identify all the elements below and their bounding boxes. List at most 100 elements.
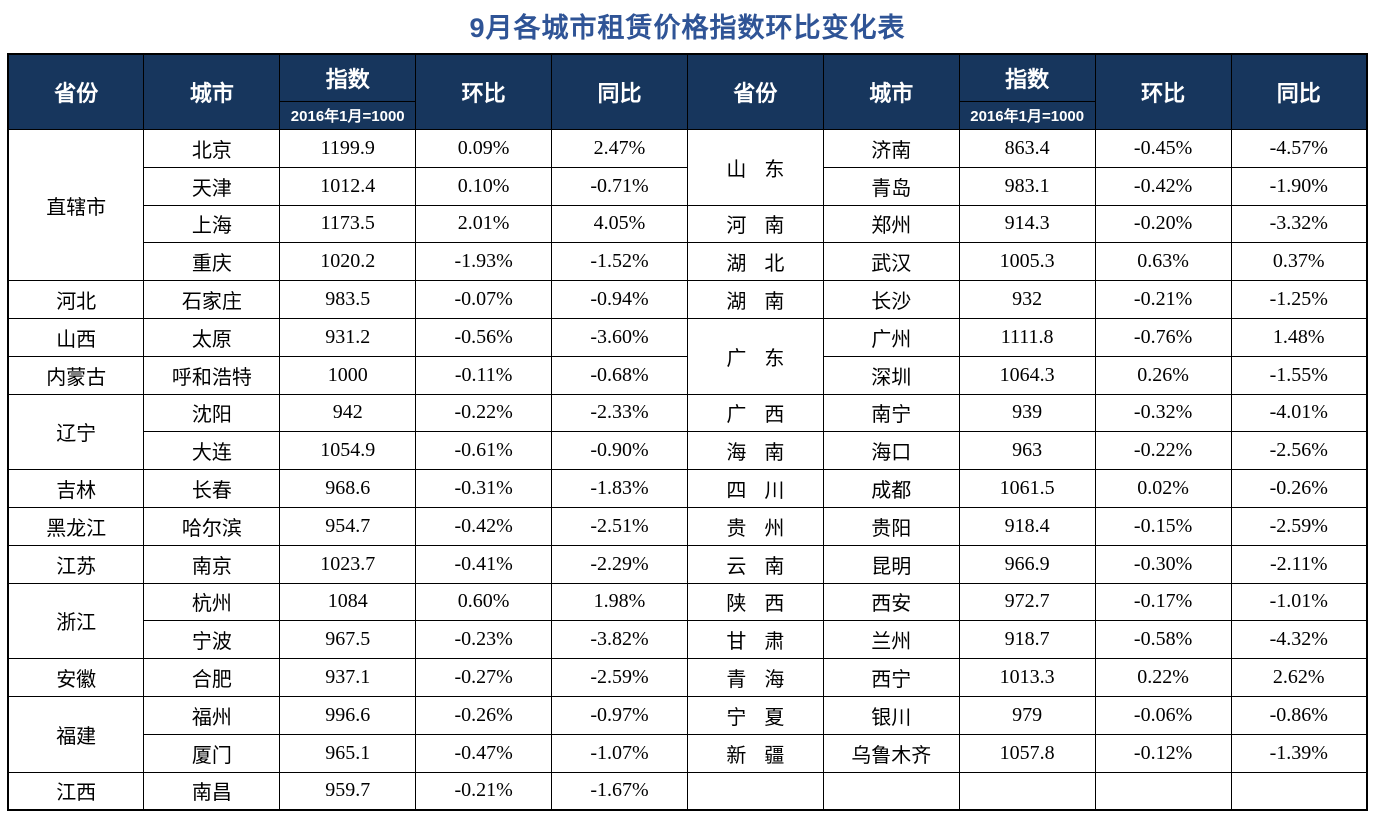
index-cell-empty [958,771,1096,811]
city-cell: 郑州 [822,204,960,244]
city-cell: 石家庄 [143,280,281,319]
city-cell: 哈尔滨 [143,506,281,546]
mom-cell: 0.10% [415,166,553,206]
city-cell: 天津 [143,166,281,206]
province-cell: 湖南 [686,280,824,319]
yoy-cell: -0.68% [551,355,688,395]
index-cell: 1061.5 [958,469,1096,508]
header-index-base-right: 2016年1月=1000 [958,101,1096,130]
index-cell: 1173.5 [279,204,417,244]
mom-cell: -0.22% [415,393,553,433]
index-cell: 863.4 [958,129,1096,168]
index-cell: 1064.3 [958,355,1096,395]
province-cell: 宁夏 [686,695,824,735]
province-cell: 广西 [686,393,824,433]
table-row: 上海 1173.5 2.01% 4.05% 河南 郑州 914.3 -0.20%… [8,204,1368,244]
city-cell: 西安 [822,582,960,622]
index-cell: 954.7 [279,506,417,546]
index-cell: 959.7 [279,771,417,811]
city-cell: 厦门 [143,733,281,773]
header-province-left: 省份 [7,53,145,130]
index-cell: 1013.3 [958,658,1096,697]
city-cell: 呼和浩特 [143,355,281,395]
header-city-right: 城市 [822,53,960,130]
mom-cell: -0.42% [1094,166,1232,206]
header-index-left: 指数 [279,53,417,102]
rental-price-index-table: 省份 城市 指数 环比 同比 省份 城市 指数 环比 同比 2016年1月=10… [7,53,1368,812]
table-row: 大连 1054.9 -0.61% -0.90% 海南 海口 963 -0.22%… [8,431,1368,471]
city-cell: 上海 [143,204,281,244]
province-cell: 江西 [7,771,145,811]
province-cell: 广东 [686,317,824,395]
table-row: 山西 太原 931.2 -0.56% -3.60% 广东 广州 1111.8 -… [7,317,1368,395]
mom-cell: -0.21% [415,771,553,811]
mom-cell: 0.22% [1094,658,1232,697]
mom-cell: -0.12% [1094,733,1232,773]
header-yoy-right: 同比 [1230,53,1368,130]
city-cell: 长春 [143,469,281,508]
yoy-cell: 2.62% [1230,658,1368,697]
index-cell: 972.7 [958,582,1096,622]
mom-cell: -0.06% [1094,695,1232,735]
index-cell: 966.9 [958,544,1096,584]
province-cell: 山东 [686,129,824,206]
province-cell: 云南 [686,544,824,584]
province-cell: 青海 [686,658,824,697]
table-row: 福建 福州 996.6 -0.26% -0.97% 宁夏 银川 979 -0.0… [7,695,1368,773]
yoy-cell: 1.48% [1230,317,1368,357]
yoy-cell: -0.71% [551,166,688,206]
index-cell: 983.1 [958,166,1096,206]
yoy-cell: -1.55% [1230,355,1368,395]
table-row: 江西 南昌 959.7 -0.21% -1.67% [7,771,1368,811]
index-cell: 1084 [279,582,417,622]
city-cell: 太原 [143,317,281,357]
province-cell: 海南 [686,431,824,471]
table-row: 内蒙古 呼和浩特 1000 -0.11% -0.68% 深圳 1064.3 0.… [7,355,1368,395]
index-cell: 1000 [279,355,417,395]
header-city-left: 城市 [143,53,281,130]
mom-cell: 0.26% [1094,355,1232,395]
index-cell: 1111.8 [958,317,1096,357]
yoy-cell: -2.59% [551,658,688,697]
yoy-cell: -1.90% [1230,166,1368,206]
mom-cell: 0.60% [415,582,553,622]
yoy-cell: 0.37% [1230,242,1368,282]
index-cell: 937.1 [279,658,417,697]
city-cell: 大连 [143,431,281,471]
index-cell: 968.6 [279,469,417,508]
mom-cell: -0.42% [415,506,553,546]
city-cell: 宁波 [143,620,281,660]
header-row: 省份 城市 指数 环比 同比 省份 城市 指数 环比 同比 [7,53,1368,130]
index-cell: 918.7 [958,620,1096,660]
province-cell: 新疆 [686,733,824,773]
city-cell: 乌鲁木齐 [822,733,960,773]
city-cell: 成都 [822,469,960,508]
header-yoy-left: 同比 [551,53,688,130]
yoy-cell: -1.67% [551,771,688,811]
yoy-cell: -0.90% [551,431,688,471]
yoy-cell: -4.32% [1230,620,1368,660]
city-cell: 兰州 [822,620,960,660]
province-cell: 河北 [7,280,145,319]
mom-cell: -0.47% [415,733,553,773]
header-mom-right: 环比 [1094,53,1232,130]
mom-cell: -0.07% [415,280,553,319]
yoy-cell: -4.01% [1230,393,1368,433]
yoy-cell: -1.01% [1230,582,1368,622]
mom-cell: 0.09% [415,129,553,168]
yoy-cell: -1.52% [551,242,688,282]
table-row: 黑龙江 哈尔滨 954.7 -0.42% -2.51% 贵州 贵阳 918.4 … [7,506,1368,546]
index-cell: 996.6 [279,695,417,735]
index-cell: 963 [958,431,1096,471]
index-cell: 1199.9 [279,129,417,168]
mom-cell: -0.58% [1094,620,1232,660]
index-cell: 983.5 [279,280,417,319]
table-row: 宁波 967.5 -0.23% -3.82% 甘肃 兰州 918.7 -0.58… [8,620,1368,660]
mom-cell: -0.17% [1094,582,1232,622]
table-row: 吉林 长春 968.6 -0.31% -1.83% 四川 成都 1061.5 0… [7,469,1368,508]
table-row: 江苏 南京 1023.7 -0.41% -2.29% 云南 昆明 966.9 -… [7,544,1368,584]
yoy-cell: -0.26% [1230,469,1368,508]
yoy-cell: -1.83% [551,469,688,508]
yoy-cell: -2.59% [1230,506,1368,546]
yoy-cell: -0.86% [1230,695,1368,735]
